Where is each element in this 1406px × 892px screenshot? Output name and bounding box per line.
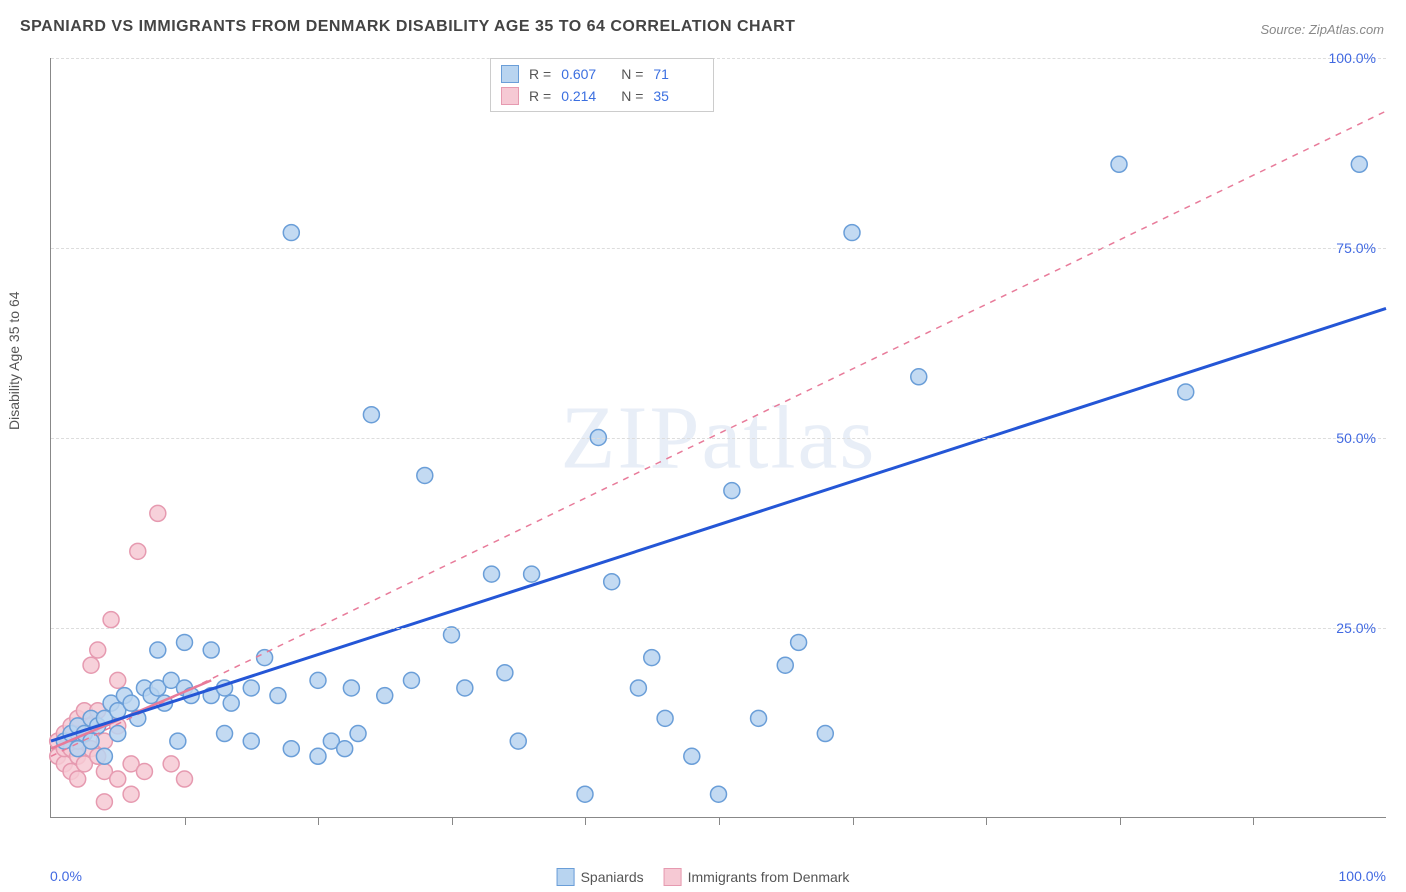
n-value-denmark: 35: [653, 88, 703, 104]
x-tick: [986, 817, 987, 825]
x-tick: [1253, 817, 1254, 825]
x-tick: [452, 817, 453, 825]
legend-swatch-denmark: [664, 868, 682, 886]
y-axis-label: Disability Age 35 to 64: [6, 291, 22, 430]
y-tick-label: 75.0%: [1336, 240, 1376, 256]
correlation-stats-box: R = 0.607 N = 71 R = 0.214 N = 35: [490, 58, 714, 112]
n-value-spaniards: 71: [653, 66, 703, 82]
swatch-denmark: [501, 87, 519, 105]
gridline: [51, 248, 1386, 249]
x-axis-min-label: 0.0%: [50, 868, 82, 884]
y-tick-label: 50.0%: [1336, 430, 1376, 446]
gridline: [51, 438, 1386, 439]
legend-swatch-spaniards: [557, 868, 575, 886]
legend-label-spaniards: Spaniards: [581, 869, 644, 885]
x-tick: [853, 817, 854, 825]
r-value-denmark: 0.214: [561, 88, 611, 104]
x-tick: [1120, 817, 1121, 825]
y-tick-label: 100.0%: [1329, 50, 1376, 66]
x-tick: [318, 817, 319, 825]
n-label: N =: [621, 88, 643, 104]
swatch-spaniards: [501, 65, 519, 83]
source-attribution: Source: ZipAtlas.com: [1260, 22, 1384, 37]
gridline: [51, 58, 1386, 59]
gridline: [51, 628, 1386, 629]
n-label: N =: [621, 66, 643, 82]
r-label: R =: [529, 66, 551, 82]
chart-title: SPANIARD VS IMMIGRANTS FROM DENMARK DISA…: [20, 18, 795, 36]
bottom-legend: Spaniards Immigrants from Denmark: [557, 868, 850, 886]
r-value-spaniards: 0.607: [561, 66, 611, 82]
stats-row-spaniards: R = 0.607 N = 71: [501, 63, 703, 85]
r-label: R =: [529, 88, 551, 104]
legend-label-denmark: Immigrants from Denmark: [688, 869, 850, 885]
x-tick: [185, 817, 186, 825]
stats-row-denmark: R = 0.214 N = 35: [501, 85, 703, 107]
y-tick-label: 25.0%: [1336, 620, 1376, 636]
legend-item-denmark: Immigrants from Denmark: [664, 868, 850, 886]
x-axis-max-label: 100.0%: [1339, 868, 1386, 884]
legend-item-spaniards: Spaniards: [557, 868, 644, 886]
x-tick: [719, 817, 720, 825]
chart-plot-area: ZIPatlas: [50, 58, 1386, 818]
x-tick: [585, 817, 586, 825]
